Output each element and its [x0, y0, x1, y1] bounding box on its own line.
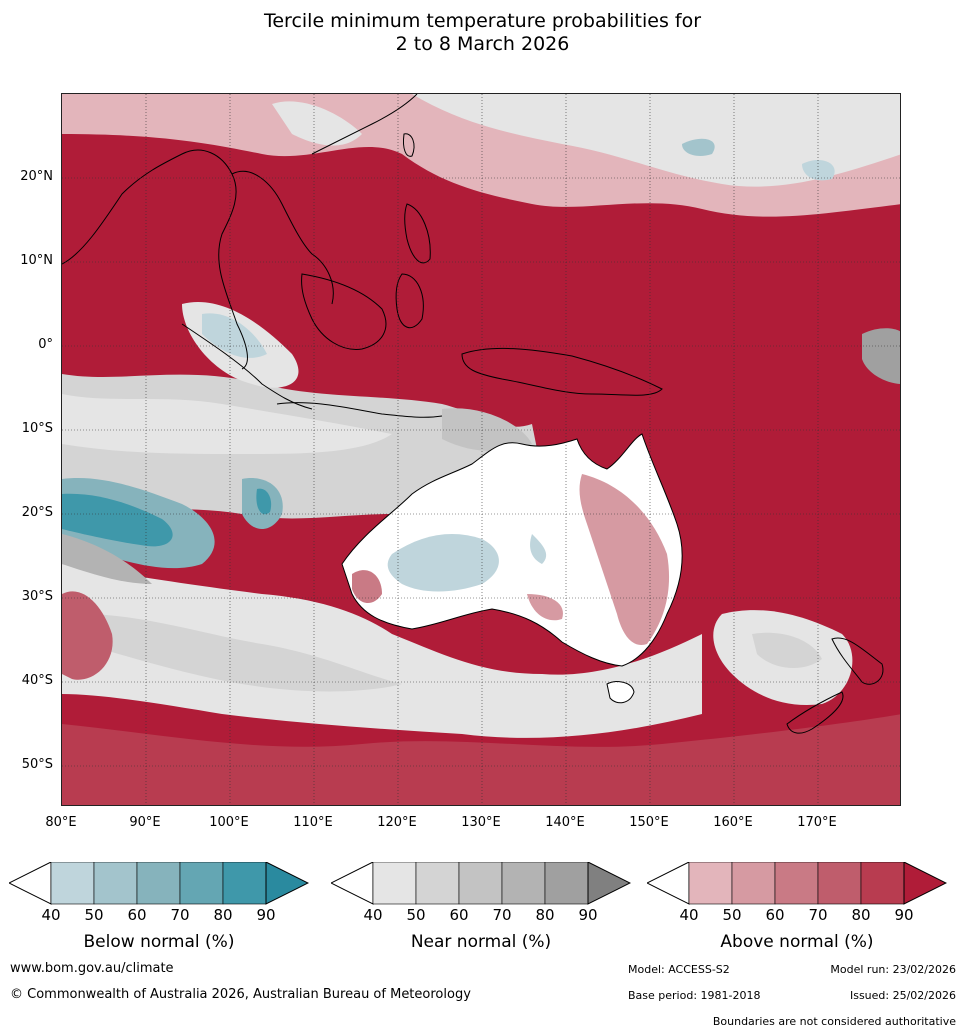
lat-label-20n: 20°N: [20, 169, 53, 184]
below-normal-title: Below normal (%): [83, 932, 235, 952]
below-tick-40: 40: [41, 906, 61, 924]
near-cbar-80-90: [544, 862, 589, 905]
below-cbar-low-extend: [9, 862, 52, 905]
below-cbar-70-80: [179, 862, 224, 905]
below-tick-70: 70: [170, 906, 190, 924]
title-line-1: Tercile minimum temperature probabilitie…: [263, 10, 702, 32]
issued-text: Issued: 25/02/2026: [849, 989, 956, 1002]
below-tick-50: 50: [84, 906, 104, 924]
base-period-text: Base period: 1981-2018: [628, 989, 761, 1002]
map-canvas: [62, 94, 900, 805]
lat-label-0: 0°: [38, 337, 53, 352]
lat-label-40s: 40°S: [21, 673, 53, 688]
above-cbar-low-extend: [647, 862, 690, 905]
lat-label-10s: 10°S: [21, 421, 53, 436]
title-line-2: 2 to 8 March 2026: [395, 33, 570, 55]
lon-label-150e: 150°E: [629, 815, 669, 830]
near-normal-colorbar: [331, 862, 631, 905]
above-tick-60: 60: [765, 906, 785, 924]
lon-label-80e: 80°E: [45, 815, 77, 830]
lon-label-100e: 100°E: [209, 815, 249, 830]
near-tick-60: 60: [449, 906, 469, 924]
near-cbar-60-70: [458, 862, 503, 905]
lon-label-160e: 160°E: [713, 815, 753, 830]
above-cbar-70-80: [817, 862, 862, 905]
lon-label-110e: 110°E: [293, 815, 333, 830]
map-title: Tercile minimum temperature probabilitie…: [0, 10, 965, 56]
website-link[interactable]: www.bom.gov.au/climate: [10, 961, 174, 976]
above-cbar-high-extend: [903, 862, 947, 905]
near-cbar-70-80: [501, 862, 546, 905]
near-tick-80: 80: [535, 906, 555, 924]
lat-label-30s: 30°S: [21, 589, 53, 604]
near-cbar-40-50: [372, 862, 417, 905]
below-cbar-60-70: [136, 862, 181, 905]
below-tick-80: 80: [213, 906, 233, 924]
lat-label-50s: 50°S: [21, 757, 53, 772]
below-normal-colorbar: [9, 862, 309, 905]
near-tick-40: 40: [363, 906, 383, 924]
near-tick-70: 70: [492, 906, 512, 924]
below-tick-90: 90: [256, 906, 276, 924]
near-tick-50: 50: [406, 906, 426, 924]
below-cbar-40-50: [50, 862, 95, 905]
near-tick-90: 90: [578, 906, 598, 924]
above-tick-70: 70: [808, 906, 828, 924]
above-normal-colorbar: [647, 862, 947, 905]
near-cbar-high-extend: [587, 862, 631, 905]
lon-label-130e: 130°E: [461, 815, 501, 830]
near-cbar-low-extend: [331, 862, 374, 905]
above-normal-title: Above normal (%): [720, 932, 874, 952]
lon-label-120e: 120°E: [377, 815, 417, 830]
above-cbar-80-90: [860, 862, 905, 905]
probability-map: [61, 93, 901, 806]
below-cbar-50-60: [93, 862, 138, 905]
lon-label-90e: 90°E: [129, 815, 161, 830]
above-tick-40: 40: [679, 906, 699, 924]
lat-label-10n: 10°N: [20, 253, 53, 268]
lon-label-140e: 140°E: [545, 815, 585, 830]
near-cbar-50-60: [415, 862, 460, 905]
above-tick-80: 80: [851, 906, 871, 924]
model-text: Model: ACCESS-S2: [628, 963, 730, 976]
model-run-text: Model run: 23/02/2026: [830, 963, 956, 976]
below-cbar-high-extend: [265, 862, 309, 905]
above-tick-50: 50: [722, 906, 742, 924]
above-cbar-50-60: [731, 862, 776, 905]
lon-label-170e: 170°E: [797, 815, 837, 830]
near-normal-title: Near normal (%): [410, 932, 552, 952]
copyright-text: © Commonwealth of Australia 2026, Austra…: [10, 987, 471, 1002]
above-tick-90: 90: [894, 906, 914, 924]
lat-label-20s: 20°S: [21, 505, 53, 520]
above-cbar-40-50: [688, 862, 733, 905]
below-cbar-80-90: [222, 862, 267, 905]
disclaimer-text: Boundaries are not considered authoritat…: [712, 1015, 956, 1028]
above-cbar-60-70: [774, 862, 819, 905]
below-tick-60: 60: [127, 906, 147, 924]
